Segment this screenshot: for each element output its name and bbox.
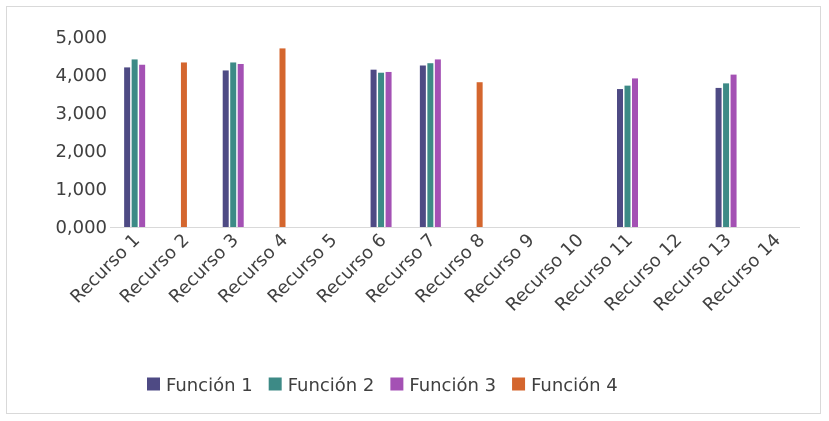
y-tick-label: 1,000	[55, 179, 107, 200]
bar	[419, 65, 426, 227]
legend-swatch	[390, 377, 404, 391]
legend-item: Función 3	[390, 375, 496, 396]
legend: Función 1 Función 2 Función 3 Función 4	[147, 375, 618, 396]
legend-item: Función 1	[147, 375, 253, 396]
bar	[230, 62, 237, 228]
legend-label: Función 4	[531, 375, 618, 396]
bar	[632, 78, 638, 227]
bar	[378, 72, 385, 227]
legend-label: Función 3	[409, 375, 496, 396]
bar	[237, 63, 244, 228]
bar	[617, 89, 623, 227]
legend-item: Función 4	[512, 375, 618, 396]
bar	[427, 63, 434, 227]
bars	[124, 48, 737, 228]
legend-swatch	[268, 377, 282, 391]
bar	[131, 59, 138, 227]
legend-label: Función 1	[166, 375, 253, 396]
bar	[139, 64, 146, 228]
legend-swatch	[512, 377, 526, 391]
legend-swatch	[147, 377, 160, 391]
bar	[180, 62, 187, 228]
y-tick-label: 5,000	[55, 27, 107, 48]
bar	[715, 87, 722, 227]
bar	[434, 59, 441, 227]
bar	[476, 82, 483, 227]
bar	[124, 67, 131, 228]
bar	[723, 83, 730, 227]
bar	[279, 48, 286, 228]
legend-item: Función 2	[268, 375, 375, 396]
bar	[730, 74, 737, 228]
y-tick-label: 4,000	[55, 65, 107, 86]
y-tick-label: 2,000	[55, 141, 107, 162]
bar	[624, 85, 631, 227]
y-tick-label: 3,000	[55, 103, 107, 124]
bar	[370, 69, 377, 228]
legend-label: Función 2	[288, 375, 375, 396]
bar	[222, 70, 229, 227]
y-tick-label: 0,000	[55, 217, 107, 238]
bar	[385, 71, 392, 228]
y-axis-tick-labels: 0,000 1,000 2,000 3,000 4,000 5,000	[55, 27, 107, 238]
